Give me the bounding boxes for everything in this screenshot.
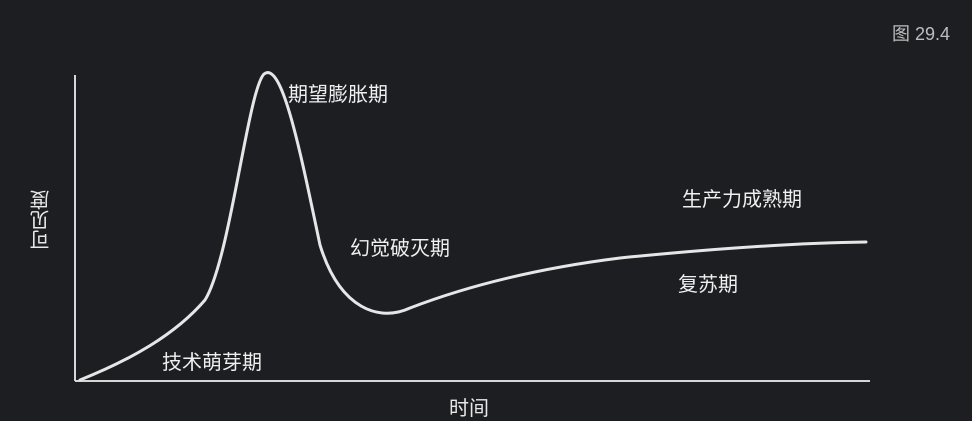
phase-label-trough: 幻觉破灭期 bbox=[350, 236, 450, 260]
phase-label-peak: 期望膨胀期 bbox=[288, 82, 388, 106]
hype-curve bbox=[78, 71, 868, 382]
x-axis-title: 时间 bbox=[449, 396, 489, 420]
phase-label-plateau: 生产力成熟期 bbox=[682, 187, 802, 211]
phase-label-slope: 复苏期 bbox=[678, 272, 738, 296]
figure-number: 图 29.4 bbox=[891, 24, 950, 44]
y-axis-title: 可见度 bbox=[29, 190, 53, 250]
phase-label-trigger: 技术萌芽期 bbox=[162, 350, 262, 374]
